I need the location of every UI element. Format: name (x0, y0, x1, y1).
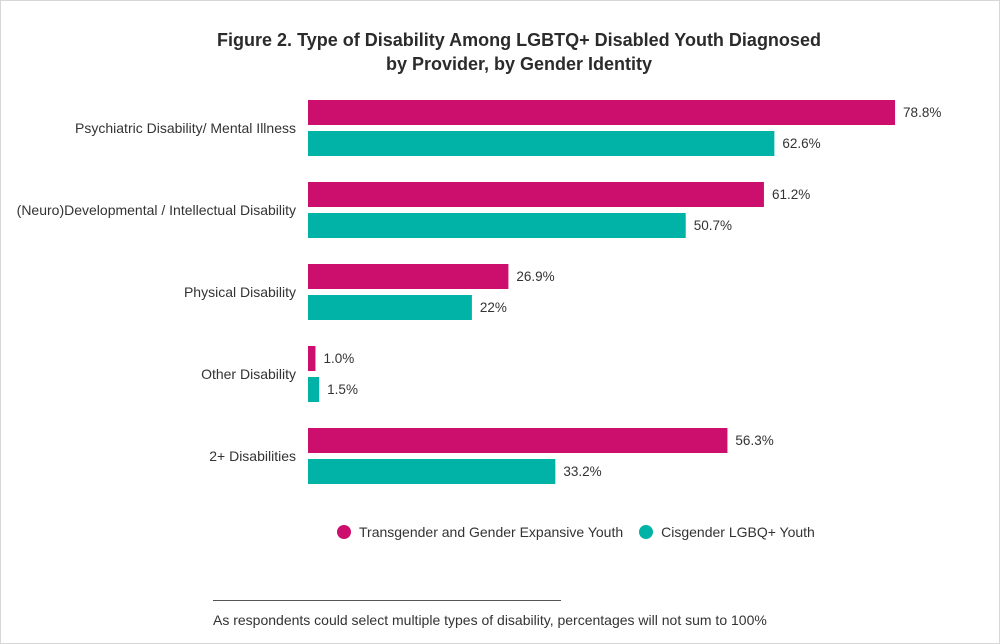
category-label-neuro-developmental-intellectual-disability: (Neuro)Developmental / Intellectual Disa… (17, 202, 296, 218)
category-label-other-disability: Other Disability (201, 366, 296, 382)
value-label-neuro-developmental-intellectual-disability-series-0: 61.2% (772, 187, 810, 202)
footnote: As respondents could select multiple typ… (213, 612, 767, 628)
legend-item-transgender: Transgender and Gender Expansive Youth (337, 524, 623, 540)
legend-label-cisgender: Cisgender LGBQ+ Youth (661, 524, 815, 540)
value-label-other-disability-series-1: 1.5% (327, 382, 358, 397)
value-label-psychiatric-disability-mental-illness-series-1: 62.6% (782, 136, 820, 151)
bar-physical-disability-series-1 (308, 295, 472, 320)
bar-2-disabilities-series-1 (308, 459, 556, 484)
value-label-physical-disability-series-0: 26.9% (516, 269, 554, 284)
chart-title-line-2: by Provider, by Gender Identity (385, 54, 653, 74)
legend-item-cisgender: Cisgender LGBQ+ Youth (639, 524, 815, 540)
bar-psychiatric-disability-mental-illness-series-1 (308, 131, 775, 156)
bar-neuro-developmental-intellectual-disability-series-1 (308, 213, 686, 238)
bar-psychiatric-disability-mental-illness-series-0 (308, 100, 896, 125)
footnote-divider (213, 600, 561, 601)
bar-2-disabilities-series-0 (308, 428, 728, 453)
value-label-other-disability-series-0: 1.0% (323, 351, 354, 366)
bar-other-disability-series-1 (308, 377, 320, 402)
bar-other-disability-series-0 (308, 346, 316, 371)
value-label-physical-disability-series-1: 22% (480, 300, 507, 315)
bar-physical-disability-series-0 (308, 264, 509, 289)
chart-title: Figure 2. Type of Disability Among LGBTQ… (0, 28, 1000, 76)
category-label-2-disabilities: 2+ Disabilities (209, 448, 296, 464)
category-label-psychiatric-disability-mental-illness: Psychiatric Disability/ Mental Illness (75, 120, 296, 136)
bar-neuro-developmental-intellectual-disability-series-0 (308, 182, 764, 207)
value-label-2-disabilities-series-0: 56.3% (735, 433, 773, 448)
category-label-physical-disability: Physical Disability (184, 284, 296, 300)
legend-swatch-transgender (337, 525, 351, 539)
chart-title-line-1: Figure 2. Type of Disability Among LGBTQ… (217, 30, 821, 50)
legend-label-transgender: Transgender and Gender Expansive Youth (359, 524, 624, 540)
value-label-neuro-developmental-intellectual-disability-series-1: 50.7% (694, 218, 732, 233)
legend: Transgender and Gender Expansive Youth C… (337, 522, 831, 542)
value-label-2-disabilities-series-1: 33.2% (563, 464, 601, 479)
legend-swatch-cisgender (639, 525, 654, 539)
value-label-psychiatric-disability-mental-illness-series-0: 78.8% (903, 105, 941, 120)
